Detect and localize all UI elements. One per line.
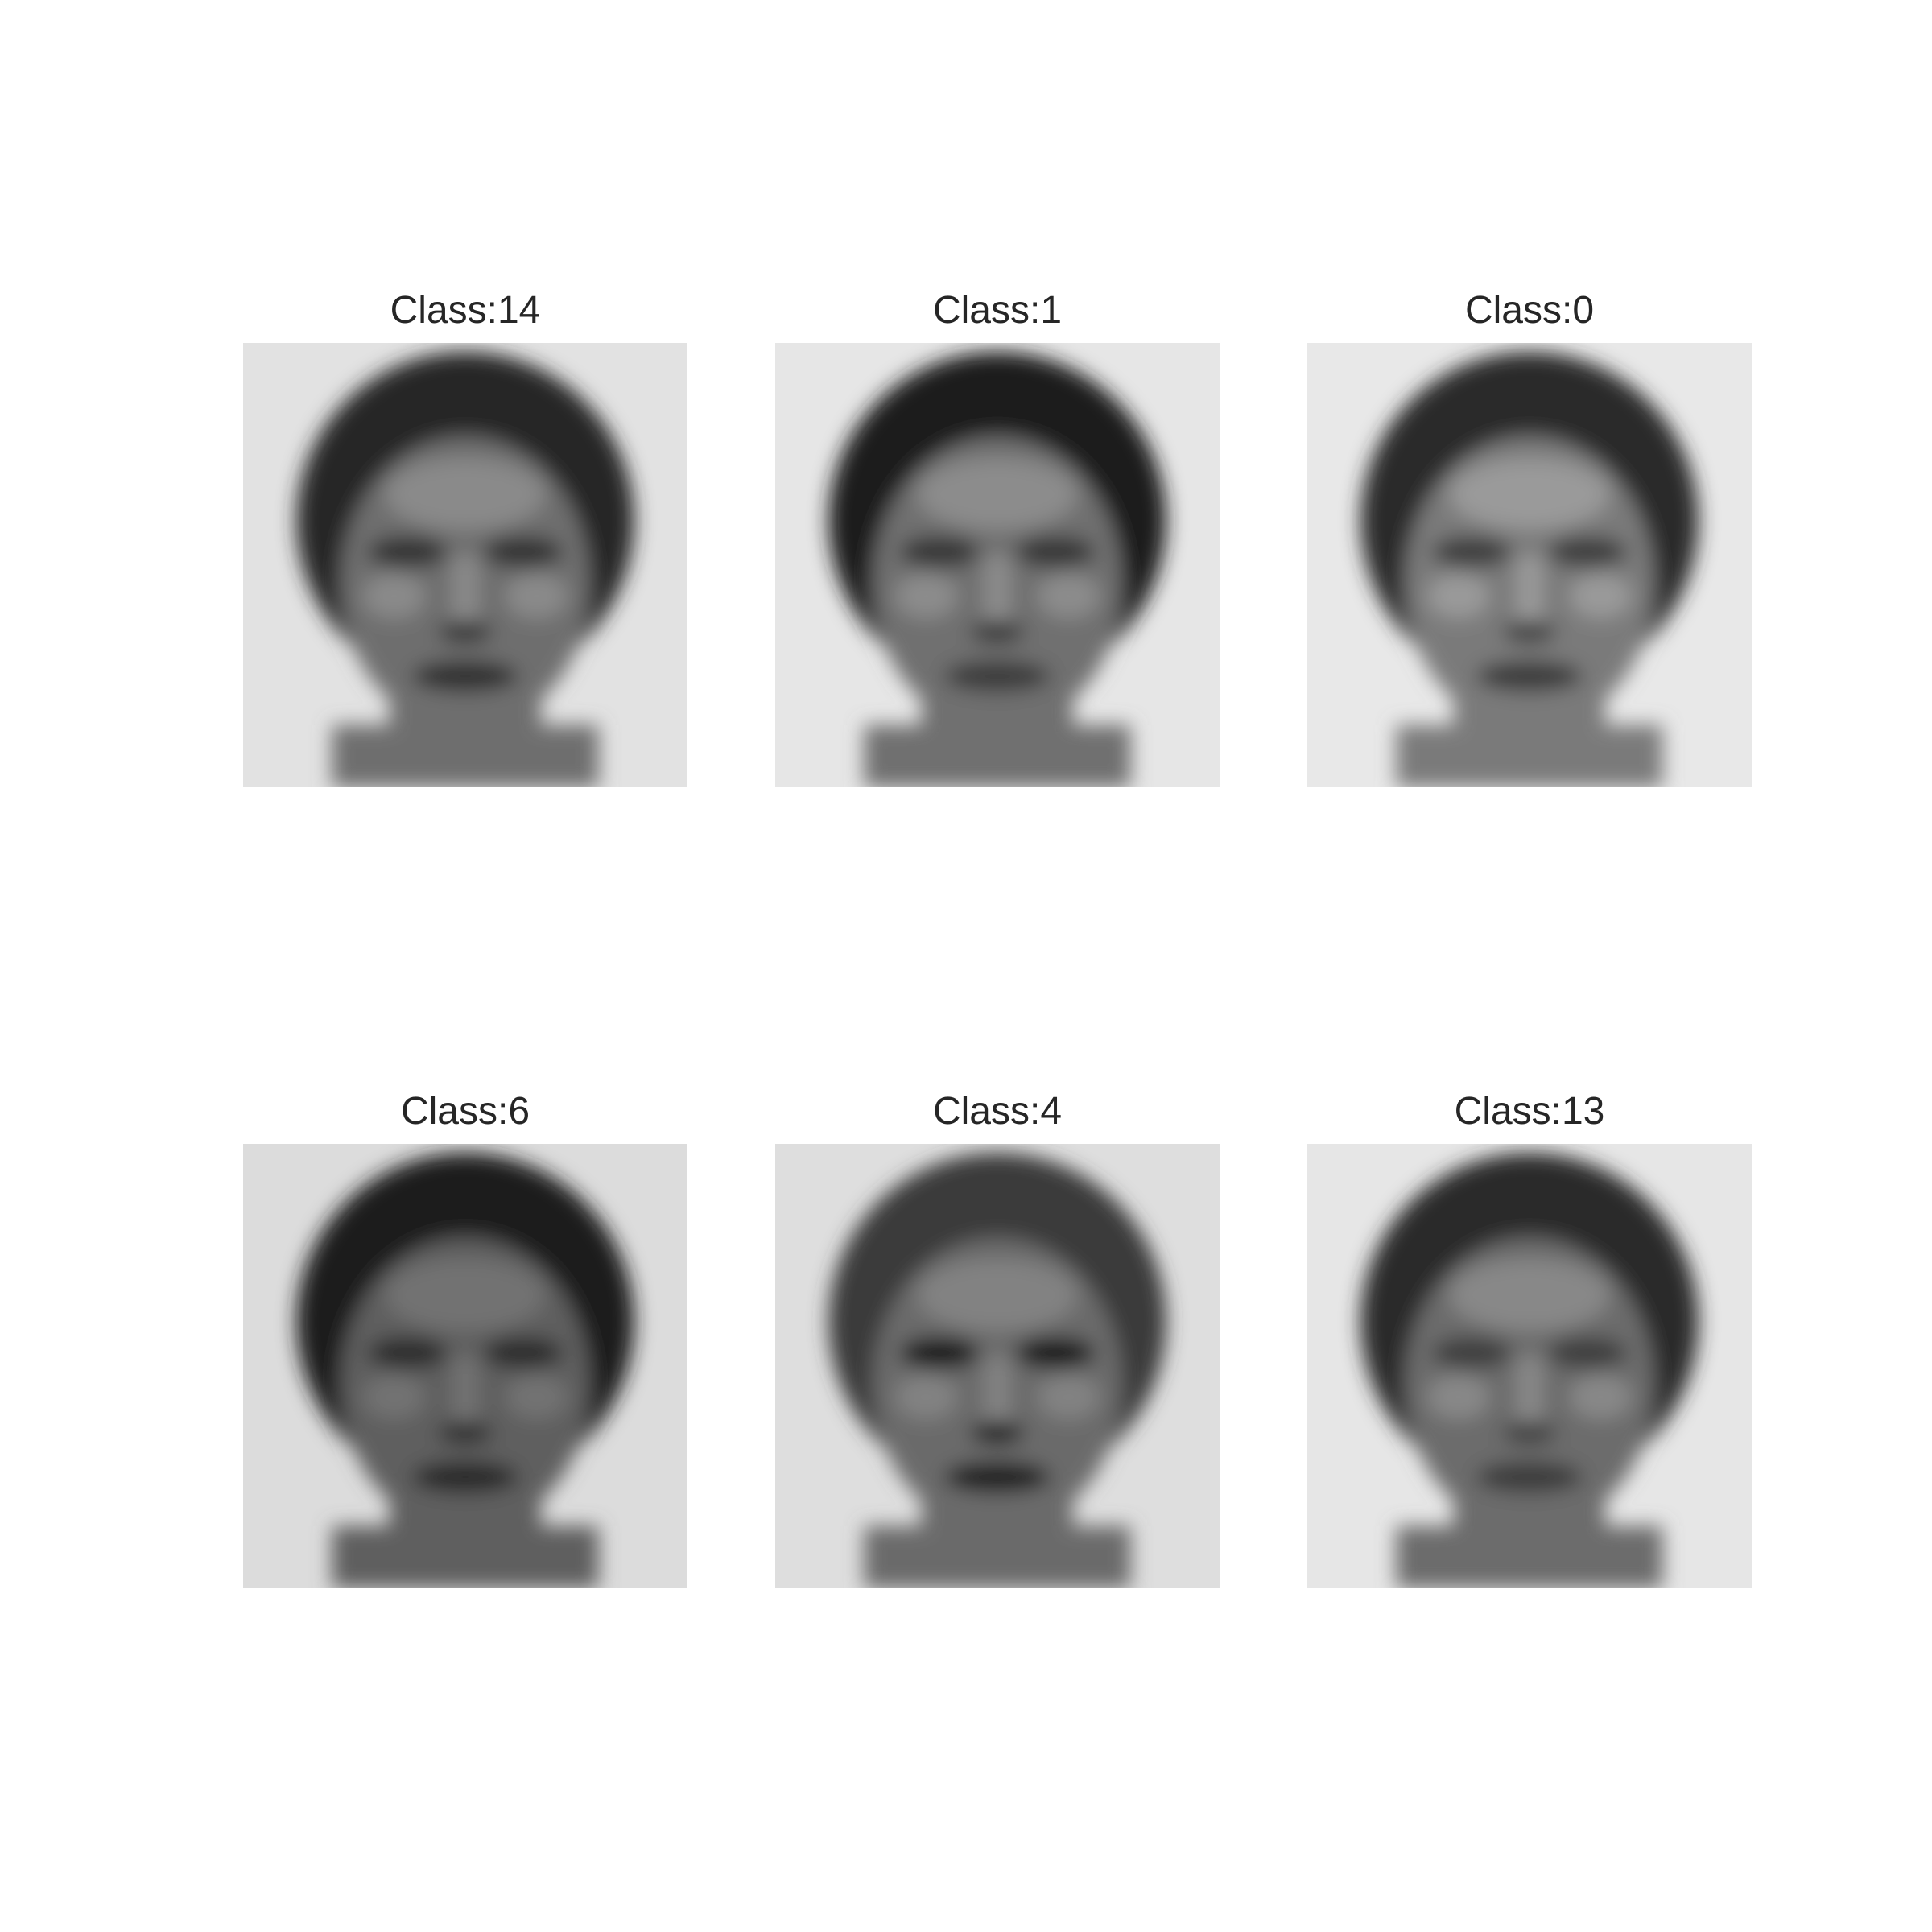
mouth-shape [943, 1461, 1051, 1493]
panel-title: Class:1 [932, 289, 1063, 332]
eye-shape [899, 1337, 980, 1368]
eye-shape [1431, 536, 1512, 568]
cheek-shape [1427, 1375, 1490, 1420]
forehead-shape [917, 458, 1078, 530]
cheek-shape [1569, 1375, 1632, 1420]
panel-title: Class:13 [1454, 1090, 1605, 1133]
mouth-shape [943, 660, 1051, 692]
nose-shape [452, 555, 479, 628]
cheek-shape [895, 1375, 958, 1420]
panel-title: Class:6 [400, 1090, 530, 1133]
cheek-shape [363, 1375, 426, 1420]
cheek-shape [505, 574, 568, 619]
cheek-shape [895, 574, 958, 619]
nose-shape [1516, 555, 1543, 628]
face-image [1307, 343, 1752, 787]
mouth-shape [1476, 660, 1583, 692]
eye-shape [1547, 1337, 1628, 1368]
nose-shape [452, 1356, 479, 1429]
face-image [243, 1144, 687, 1588]
forehead-shape [1449, 1259, 1610, 1331]
forehead-shape [385, 1259, 546, 1331]
face-image [775, 1144, 1220, 1588]
eye-shape [1431, 1337, 1512, 1368]
nose-shape [984, 555, 1011, 628]
panel-title: Class:14 [390, 289, 541, 332]
eye-shape [483, 1337, 564, 1368]
eye-shape [367, 1337, 448, 1368]
nostril-shape [1502, 1422, 1557, 1444]
face-image [243, 343, 687, 787]
face-image [1307, 1144, 1752, 1588]
nostril-shape [970, 621, 1025, 643]
eye-shape [1015, 1337, 1096, 1368]
cheek-shape [1037, 1375, 1100, 1420]
cheek-shape [363, 574, 426, 619]
panel-title: Class:4 [932, 1090, 1063, 1133]
forehead-shape [385, 458, 546, 530]
mouth-shape [411, 1461, 519, 1493]
nostril-shape [970, 1422, 1025, 1444]
nose-shape [1516, 1356, 1543, 1429]
face-image [775, 343, 1220, 787]
nostril-shape [438, 621, 493, 643]
eye-shape [367, 536, 448, 568]
cheek-shape [1037, 574, 1100, 619]
eye-shape [483, 536, 564, 568]
mouth-shape [1476, 1461, 1583, 1493]
forehead-shape [1449, 458, 1610, 530]
forehead-shape [917, 1259, 1078, 1331]
eye-shape [1015, 536, 1096, 568]
nostril-shape [1502, 621, 1557, 643]
eye-shape [899, 536, 980, 568]
panel-title: Class:0 [1464, 289, 1595, 332]
cheek-shape [1569, 574, 1632, 619]
nose-shape [984, 1356, 1011, 1429]
cheek-shape [505, 1375, 568, 1420]
mouth-shape [411, 660, 519, 692]
eye-shape [1547, 536, 1628, 568]
cheek-shape [1427, 574, 1490, 619]
nostril-shape [438, 1422, 493, 1444]
